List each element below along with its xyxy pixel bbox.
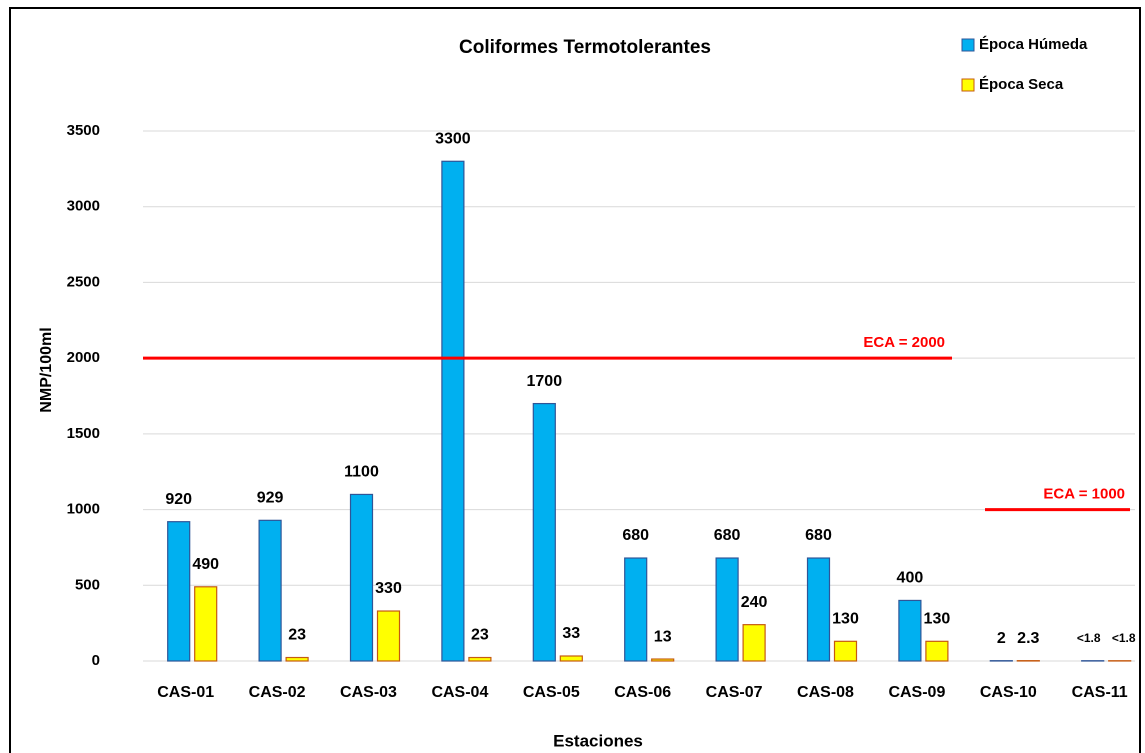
data-label: 13 [654, 628, 672, 645]
x-tick-label: CAS-05 [523, 684, 580, 701]
y-tick-label: 1500 [67, 425, 100, 442]
bar [806, 557, 831, 662]
y-tick-label: 500 [75, 576, 100, 593]
x-tick-label: CAS-08 [797, 684, 854, 701]
data-label: 23 [471, 627, 489, 644]
y-tick-label: 1000 [67, 501, 100, 518]
bar [285, 656, 309, 662]
x-tick-label: CAS-04 [431, 684, 488, 701]
x-tick-label: CAS-10 [980, 684, 1037, 701]
x-tick-label: CAS-06 [614, 684, 671, 701]
bar [742, 624, 766, 662]
bar [167, 521, 191, 662]
x-tick-label: CAS-02 [249, 684, 306, 701]
bar [532, 402, 556, 662]
data-label: 680 [805, 527, 832, 544]
x-tick-label: CAS-09 [888, 684, 945, 701]
bar [624, 557, 648, 662]
chart-title: Coliformes Termotolerantes [459, 37, 711, 58]
data-label: 33 [562, 625, 580, 642]
legend-label: Época Húmeda [979, 36, 1088, 53]
data-label: 680 [714, 527, 741, 544]
bar [898, 599, 922, 662]
reference-label: ECA = 2000 [863, 334, 945, 351]
data-label: <1.8 [1112, 631, 1136, 645]
data-label: 240 [741, 594, 768, 611]
bar [559, 655, 583, 662]
bar [468, 656, 492, 662]
data-label: 1700 [527, 373, 563, 390]
x-tick-label: CAS-07 [706, 684, 763, 701]
bar [651, 658, 675, 662]
bar [376, 610, 401, 662]
data-label: 490 [192, 556, 219, 573]
bar [925, 640, 949, 662]
x-axis-label: Estaciones [553, 731, 643, 750]
legend-label: Época Seca [979, 76, 1064, 93]
reference-label: ECA = 1000 [1043, 486, 1125, 503]
y-tick-label: 2000 [67, 349, 100, 366]
data-label: 130 [924, 611, 951, 628]
y-axis-label: NMP/100ml [38, 327, 55, 412]
bar [833, 640, 858, 662]
bar [258, 519, 282, 662]
x-tick-label: CAS-03 [340, 684, 397, 701]
x-tick-label: CAS-01 [157, 684, 214, 701]
y-tick-label: 3500 [67, 122, 100, 139]
bar [441, 160, 465, 662]
legend-swatch [961, 78, 975, 92]
data-label: 130 [832, 611, 859, 628]
bar [194, 586, 218, 662]
y-tick-label: 0 [92, 652, 100, 669]
data-label: 3300 [435, 131, 471, 148]
y-tick-label: 3000 [67, 198, 100, 215]
data-label: 2.3 [1017, 630, 1039, 647]
legend-swatch [961, 38, 975, 52]
data-label: 2 [997, 630, 1006, 647]
data-label: 330 [375, 580, 402, 597]
data-label: 920 [165, 491, 192, 508]
bar [715, 557, 739, 662]
data-label: 23 [288, 627, 306, 644]
data-label: <1.8 [1077, 631, 1101, 645]
data-label: 400 [897, 570, 924, 587]
data-label: 929 [257, 490, 284, 507]
data-label: 680 [622, 527, 649, 544]
bar [349, 493, 374, 662]
data-label: 1100 [344, 464, 379, 481]
y-tick-label: 2500 [67, 273, 100, 290]
x-tick-label: CAS-11 [1072, 684, 1128, 701]
